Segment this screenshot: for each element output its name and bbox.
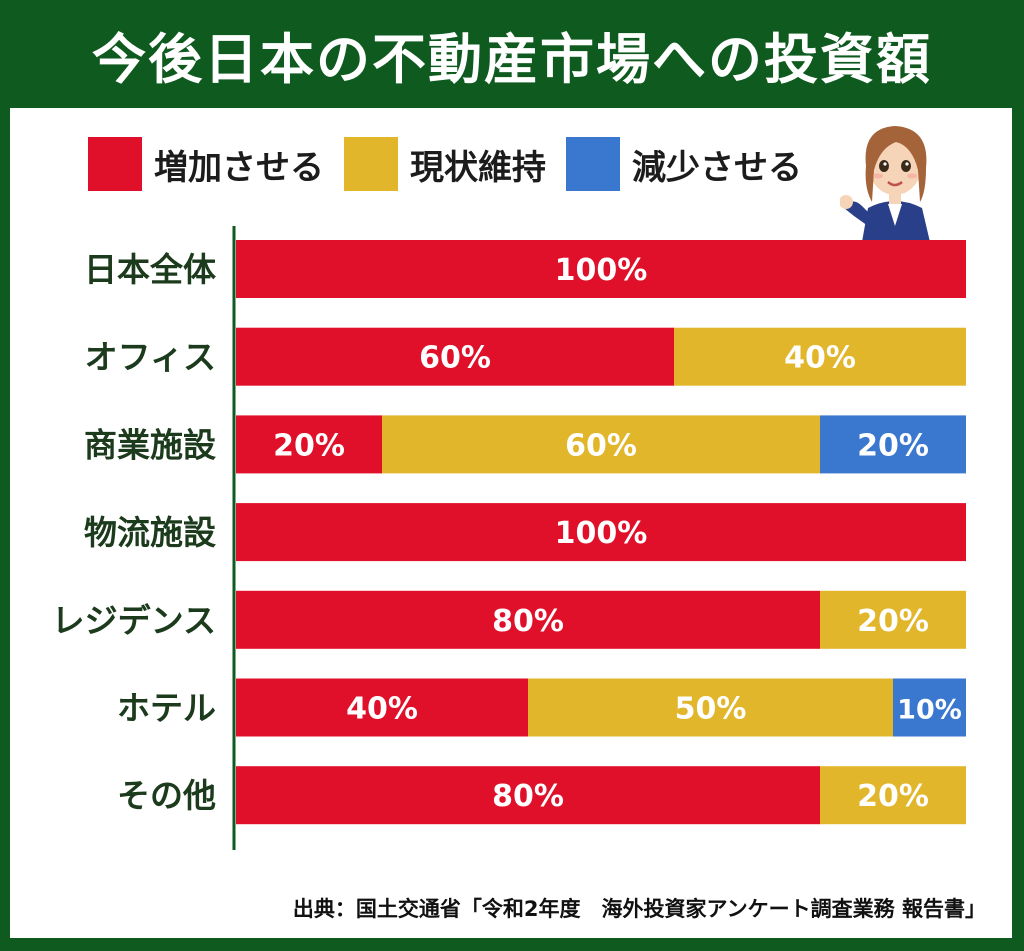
bars-group: 100% 60% 40% 20% 60% 20% 100% 80% 20% 40% 50% 10% 80… [236, 240, 966, 825]
bar-segment-increase [236, 503, 966, 562]
bar-segment-increase [236, 415, 382, 474]
bar-segment-increase [236, 678, 528, 737]
legend-label-decrease: 減少させる [632, 147, 802, 188]
category-label: 日本全体 [84, 250, 216, 289]
bar-value-label: 80% [492, 604, 564, 639]
legend-label-increase: 増加させる [154, 147, 324, 188]
bar-segment-maintain [382, 415, 820, 474]
bar-segment-maintain [674, 327, 966, 386]
source-note: 出典：国土交通省「令和2年度 海外投資家アンケート調査業務 報告書」 [292, 897, 986, 921]
bar-segment-decrease [893, 678, 966, 737]
bar-value-label: 20% [273, 428, 345, 463]
category-label: 物流施設 [84, 513, 216, 552]
legend-swatch-increase [88, 137, 142, 191]
bar-segment-decrease [820, 415, 966, 474]
bar-value-label: 60% [565, 428, 637, 463]
bar-segment-maintain [528, 678, 893, 737]
legend-swatch-decrease [566, 137, 620, 191]
bar-segment-maintain [820, 766, 966, 825]
bar-value-label: 10% [897, 695, 962, 726]
legend-item-decrease: 減少させる [566, 137, 802, 191]
bar-value-label: 20% [857, 604, 929, 639]
bar-segment-increase [236, 766, 820, 825]
bar-value-label: 100% [555, 253, 648, 288]
bar-segment-increase [236, 240, 966, 298]
presenter-illustration [840, 126, 930, 242]
category-label: ホテル [117, 689, 216, 728]
bar-segment-increase [236, 590, 820, 649]
legend-label-maintain: 現状維持 [410, 147, 546, 188]
bar-segment-maintain [820, 590, 966, 649]
legend-swatch-maintain [344, 137, 398, 191]
bar-value-label: 100% [555, 516, 648, 551]
legend: 増加させる 現状維持 減少させる [88, 137, 802, 191]
bar-value-label: 50% [675, 692, 747, 727]
legend-item-increase: 増加させる [88, 137, 324, 191]
page-title: 今後日本の不動産市場への投資額 [92, 27, 932, 91]
category-label: 商業施設 [84, 425, 216, 464]
legend-item-maintain: 現状維持 [344, 137, 546, 191]
bar-value-label: 80% [492, 779, 564, 814]
category-label: オフィス [85, 338, 216, 377]
bar-value-label: 20% [857, 428, 929, 463]
category-label: その他 [117, 776, 216, 815]
category-label: レジデンス [52, 601, 216, 640]
bar-value-label: 40% [346, 692, 418, 727]
bar-value-label: 20% [857, 779, 929, 814]
bar-segment-increase [236, 327, 674, 386]
bar-value-label: 40% [784, 341, 856, 376]
bar-value-label: 60% [419, 341, 491, 376]
